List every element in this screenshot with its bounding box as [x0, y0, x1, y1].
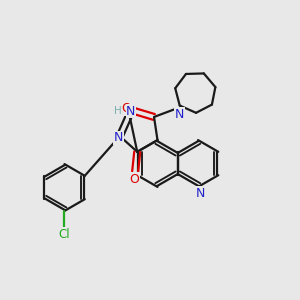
- Text: N: N: [114, 131, 123, 144]
- Text: O: O: [122, 102, 132, 115]
- Text: N: N: [175, 108, 184, 121]
- Text: Cl: Cl: [59, 227, 70, 241]
- Text: O: O: [129, 172, 139, 185]
- Text: N: N: [126, 105, 136, 118]
- Text: N: N: [196, 187, 205, 200]
- Text: H: H: [114, 106, 122, 116]
